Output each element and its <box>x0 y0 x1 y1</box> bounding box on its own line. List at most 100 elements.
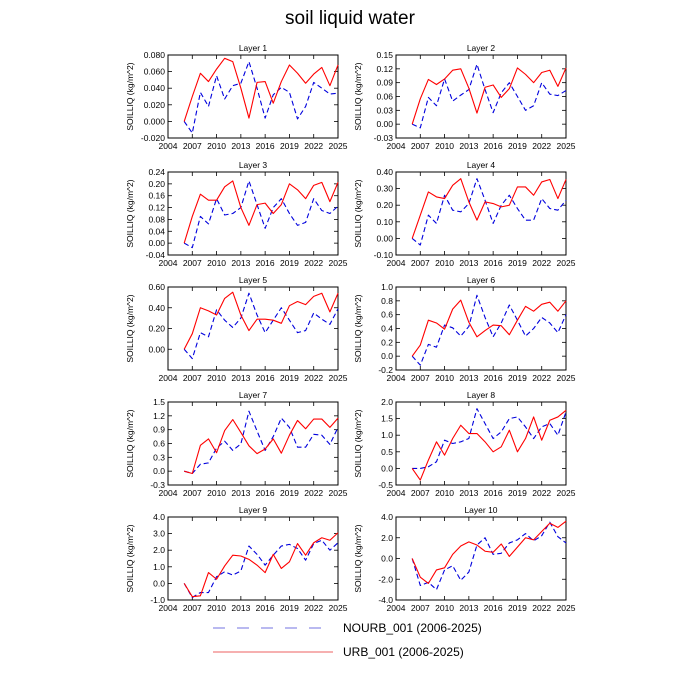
series-nourb-line <box>411 294 567 366</box>
x-tick-label: 2025 <box>557 258 576 268</box>
y-tick-label: 0.4 <box>381 324 393 334</box>
x-tick-label: 2022 <box>532 258 551 268</box>
y-tick-label: 0.40 <box>148 303 165 313</box>
x-tick-label: 2007 <box>183 258 202 268</box>
y-tick-label: 2.0 <box>381 397 393 407</box>
y-tick-label: 0.20 <box>148 324 165 334</box>
plot-frame <box>395 286 567 371</box>
x-tick-label: 2013 <box>231 488 250 498</box>
x-tick-label: 2007 <box>183 373 202 383</box>
panel-title: Layer 2 <box>467 43 496 53</box>
plot-frame <box>167 516 339 601</box>
y-tick-label: 0.00 <box>148 344 165 354</box>
y-axis-label: SOILLIQ (kg/m^2) <box>353 524 363 592</box>
panel-layer-6: Layer 6 2004 2007 2010 2013 2016 2019 2022 2025 -… <box>353 275 576 383</box>
x-tick-label: 2010 <box>207 141 226 151</box>
y-axis-label: SOILLIQ (kg/m^2) <box>125 524 135 592</box>
y-tick-label: 0.0 <box>381 463 393 473</box>
x-tick-label: 2013 <box>231 258 250 268</box>
y-tick-label: -0.2 <box>378 365 393 375</box>
y-tick-label: 0.09 <box>376 78 393 88</box>
y-tick-label: 0.06 <box>376 92 393 102</box>
x-tick-label: 2010 <box>207 603 226 613</box>
y-tick-label: 1.0 <box>381 430 393 440</box>
panel-layer-10: Layer 10 2004 2007 2010 2013 2016 2019 2022 2025… <box>353 505 576 613</box>
series-urb-line <box>183 57 339 122</box>
x-tick-label: 2007 <box>411 258 430 268</box>
x-tick-label: 2022 <box>532 373 551 383</box>
chart-title: soil liquid water <box>285 8 415 29</box>
x-tick-label: 2004 <box>159 373 178 383</box>
x-tick-label: 2013 <box>459 258 478 268</box>
y-axis-label: SOILLIQ (kg/m^2) <box>125 294 135 362</box>
x-tick-label: 2004 <box>387 603 406 613</box>
x-tick-label: 2022 <box>532 141 551 151</box>
y-tick-label: 0.00 <box>148 238 165 248</box>
series-urb-line <box>411 299 567 357</box>
series-urb-line <box>184 417 339 475</box>
y-tick-label: -0.04 <box>146 250 166 260</box>
y-tick-label: 0.00 <box>376 233 393 243</box>
plot-frame <box>395 516 567 601</box>
x-tick-label: 2019 <box>508 603 527 613</box>
x-tick-label: 2004 <box>387 258 406 268</box>
x-tick-label: 2016 <box>256 488 275 498</box>
x-tick-label: 2007 <box>183 141 202 151</box>
x-tick-label: 2013 <box>231 603 250 613</box>
series-urb-line <box>183 532 339 598</box>
plot-frame <box>395 401 567 486</box>
x-tick-label: 2007 <box>411 488 430 498</box>
y-axis-label: SOILLIQ (kg/m^2) <box>353 409 363 477</box>
x-tick-label: 2025 <box>329 603 348 613</box>
x-tick-label: 2007 <box>411 373 430 383</box>
x-tick-label: 2007 <box>183 488 202 498</box>
y-tick-label: 1.0 <box>153 562 165 572</box>
y-axis-label: SOILLIQ (kg/m^2) <box>353 179 363 247</box>
y-tick-label: 0.000 <box>144 116 166 126</box>
x-tick-label: 2007 <box>411 603 430 613</box>
x-tick-label: 2007 <box>411 141 430 151</box>
x-tick-label: 2019 <box>280 488 299 498</box>
x-tick-label: 2013 <box>459 141 478 151</box>
panel-layer-9: Layer 9 2004 2007 2010 2013 2016 2019 2022 2025 -… <box>125 505 348 613</box>
x-tick-label: 2022 <box>304 488 323 498</box>
x-tick-label: 2025 <box>557 141 576 151</box>
y-tick-label: 0.0 <box>153 578 165 588</box>
y-tick-label: 0.30 <box>376 184 393 194</box>
y-tick-label: 4.0 <box>153 512 165 522</box>
series-urb-line <box>183 291 339 350</box>
series-nourb-line <box>184 410 339 475</box>
x-tick-label: 2013 <box>231 373 250 383</box>
x-tick-label: 2016 <box>256 373 275 383</box>
x-tick-label: 2022 <box>304 258 323 268</box>
panel-layer-1: Layer 1 2004 2007 2010 2013 2016 2019 2022 2025 -… <box>125 43 348 151</box>
x-tick-label: 2016 <box>484 258 503 268</box>
series-nourb-line <box>183 292 339 360</box>
x-tick-label: 2004 <box>159 141 178 151</box>
x-tick-label: 2022 <box>304 373 323 383</box>
y-tick-label: 0.04 <box>148 226 165 236</box>
x-tick-label: 2022 <box>532 603 551 613</box>
x-tick-label: 2010 <box>435 488 454 498</box>
y-tick-label: 0.0 <box>153 466 165 476</box>
series-nourb-line <box>183 61 339 134</box>
x-tick-label: 2019 <box>280 141 299 151</box>
series-nourb-line <box>183 539 339 599</box>
x-tick-label: 2004 <box>387 488 406 498</box>
y-tick-label: 1.5 <box>153 397 165 407</box>
y-tick-label: 0.60 <box>148 282 165 292</box>
y-tick-label: 0.060 <box>144 67 166 77</box>
y-tick-label: -0.10 <box>374 250 394 260</box>
x-tick-label: 2025 <box>557 488 576 498</box>
y-tick-label: 0.15 <box>376 50 393 60</box>
y-tick-label: 0.20 <box>376 200 393 210</box>
x-tick-label: 2025 <box>329 141 348 151</box>
y-tick-label: 0.2 <box>381 337 393 347</box>
panel-title: Layer 7 <box>239 390 268 400</box>
series-nourb-line <box>183 180 339 249</box>
panel-layer-8: Layer 8 2004 2007 2010 2013 2016 2019 2022 2025 -… <box>353 390 576 498</box>
y-axis-label: SOILLIQ (kg/m^2) <box>125 62 135 130</box>
y-axis-label: SOILLIQ (kg/m^2) <box>353 62 363 130</box>
x-tick-label: 2016 <box>484 488 503 498</box>
y-tick-label: 0.16 <box>148 191 165 201</box>
